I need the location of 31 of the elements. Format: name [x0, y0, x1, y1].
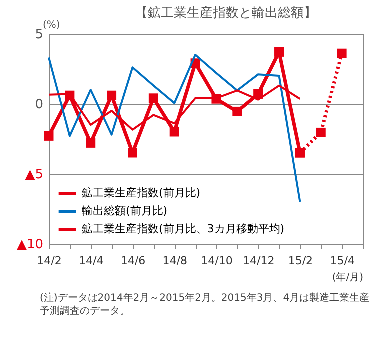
y-tick-label: 5 [35, 28, 44, 42]
y-axis-title: (%) [43, 20, 60, 31]
point [295, 148, 305, 158]
legend-label: 輸出総額(前月比) [82, 204, 168, 218]
y-tick-label: ▲10 [16, 238, 44, 252]
text: (注)データは2014年2月～2015年2月。2015年3月、4月は製造工業生産予測調査のデータ。 [40, 292, 370, 318]
legend-label: 鉱工業生産指数(前月比) [82, 186, 201, 200]
line-series [48, 54, 302, 203]
chart-title: 【鉱工業生産指数と輸出総額】 [135, 5, 317, 21]
x-tick-label: 14/6 [120, 254, 146, 268]
point [170, 127, 180, 137]
y-tick-label: ▲5 [25, 168, 44, 182]
x-tick-label: 14/2 [37, 254, 62, 268]
legend-label: 鉱工業生産指数(前月比、3カ月移動平均) [82, 222, 285, 236]
point [148, 94, 158, 104]
x-tick-label: 15/2 [288, 254, 314, 268]
point [107, 90, 117, 100]
point [86, 138, 96, 148]
point [337, 48, 347, 58]
x-tick-label: 14/8 [162, 254, 188, 268]
x-tick-label: 14/4 [79, 254, 104, 268]
x-tick-label: 14/12 [242, 254, 275, 268]
point [274, 47, 284, 57]
point [44, 131, 54, 141]
x-tick-label: 15/4 [330, 254, 355, 268]
point [128, 148, 138, 158]
point [232, 106, 242, 116]
x-tick-label: 14/10 [201, 254, 233, 268]
y-tick-label: 0 [35, 98, 44, 112]
point [316, 128, 326, 138]
x-axis-title: (年/月) [332, 272, 364, 284]
